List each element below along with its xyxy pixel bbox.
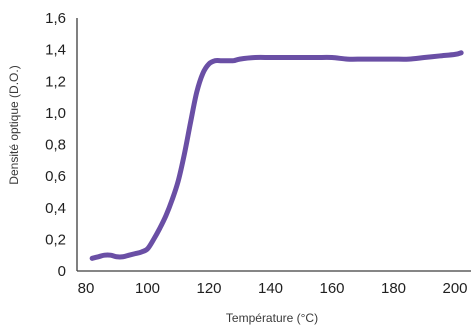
x-tick-label: 140 [258,280,283,297]
x-tick-label: 100 [135,280,160,297]
x-tick-label: 160 [319,280,344,297]
y-tick-label: 1,0 [45,105,66,122]
x-tick-label: 180 [381,280,406,297]
y-tick-label: 0 [58,263,66,280]
y-tick-label: 0,6 [45,168,66,185]
x-tick-labels: 80 100 120 140 160 180 200 [78,280,468,297]
y-tick-label: 1,4 [45,42,66,59]
x-tick-label: 120 [196,280,221,297]
y-tick-label: 0,4 [45,200,66,217]
y-axis-title: Densité optique (D.O.) [7,65,21,184]
plot-area [89,50,464,261]
axes [76,18,471,272]
y-tick-label: 0,8 [45,137,66,154]
y-tick-labels: 0 0,2 0,4 0,6 0,8 1,0 1,2 1,4 1,6 [45,10,66,280]
x-tick-label: 200 [442,280,467,297]
series-line [89,50,464,261]
x-axis-title: Température (°C) [226,311,318,325]
y-tick-label: 1,2 [45,73,66,90]
y-tick-label: 1,6 [45,10,66,27]
x-tick-label: 80 [78,280,95,297]
y-tick-label: 0,2 [45,231,66,248]
